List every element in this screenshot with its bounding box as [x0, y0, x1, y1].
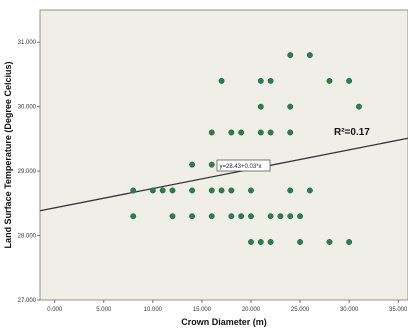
fit-line-layer	[39, 137, 408, 212]
data-point	[346, 239, 353, 245]
x-tick-label: 5.000	[96, 307, 112, 313]
x-tick-label: 10.000	[144, 307, 163, 313]
data-point	[248, 239, 254, 245]
y-axis-title: Land Surface Temperature (Degree Celcius…	[3, 62, 13, 249]
data-point	[130, 187, 137, 194]
data-point	[287, 103, 294, 110]
data-point	[287, 129, 294, 136]
data-point	[267, 213, 274, 220]
data-point	[346, 77, 353, 84]
y-tick-label: 29.000	[18, 169, 37, 175]
data-point	[238, 213, 245, 220]
data-point	[326, 239, 333, 245]
y-axis-ticks: 27.000 28.000 29.000 30.000 31.000	[18, 40, 40, 304]
data-points	[130, 52, 362, 245]
equation-label: y=28.43+0.03*x	[220, 164, 262, 170]
data-point	[208, 213, 215, 220]
x-tick-label: 15.000	[193, 307, 212, 313]
data-point	[248, 187, 254, 194]
data-point	[218, 187, 225, 194]
plot-area	[39, 9, 408, 301]
x-tick-label: 30.000	[340, 307, 359, 313]
data-point	[257, 239, 264, 245]
x-axis-ticks: 0.000 5.000 10.000 15.000 20.000 25.000 30.000…	[47, 300, 408, 313]
data-point	[267, 77, 274, 84]
fit-line	[39, 137, 408, 212]
data-point	[130, 213, 137, 220]
data-point	[189, 161, 196, 168]
data-point	[267, 239, 274, 245]
data-point	[306, 187, 313, 194]
equation-box-frame	[216, 159, 271, 172]
data-point	[287, 52, 294, 59]
y-tick-label: 28.000	[18, 234, 37, 240]
equation-box: y=28.43+0.03*x	[216, 159, 271, 172]
x-axis-title: Crown Diameter (m)	[181, 317, 267, 327]
data-point	[287, 187, 294, 194]
data-point	[228, 129, 235, 136]
y-tick-label: 31.000	[18, 40, 37, 46]
data-point	[208, 129, 215, 136]
x-tick-label: 20.000	[242, 307, 261, 313]
data-point	[248, 213, 254, 220]
data-point	[297, 213, 304, 220]
data-point	[277, 213, 284, 220]
y-tick-label: 30.000	[18, 105, 37, 111]
data-point	[208, 187, 215, 194]
data-point	[208, 161, 215, 168]
data-point	[159, 187, 166, 194]
x-tick-label: 35.000	[389, 307, 408, 313]
data-point	[257, 103, 264, 110]
data-point	[287, 213, 294, 220]
data-point	[306, 52, 313, 59]
data-point	[228, 213, 235, 220]
data-point	[218, 77, 225, 84]
r-squared-label: R²=0.17	[334, 127, 370, 138]
data-point	[257, 129, 264, 136]
data-point	[228, 187, 235, 194]
data-point	[355, 103, 362, 110]
data-point	[169, 213, 176, 220]
data-point	[238, 129, 245, 136]
data-point	[189, 213, 196, 220]
data-point	[267, 129, 274, 136]
x-tick-label: 0.000	[47, 307, 63, 313]
data-point	[297, 239, 304, 245]
data-point	[326, 77, 333, 84]
data-point	[169, 187, 176, 194]
x-tick-label: 25.000	[291, 307, 310, 313]
y-tick-label: 27.000	[18, 298, 37, 304]
data-point	[149, 187, 156, 194]
data-point	[189, 187, 196, 194]
data-point	[257, 77, 264, 84]
